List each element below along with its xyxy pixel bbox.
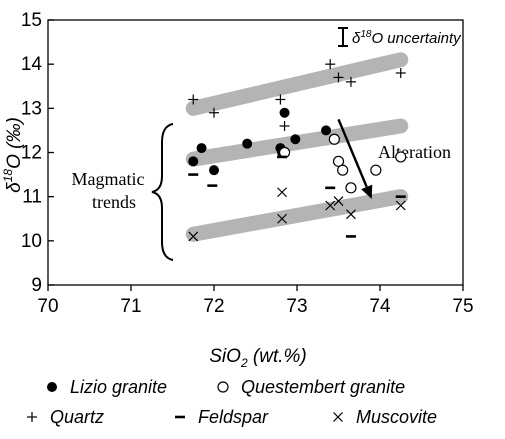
trend-band-3 [185, 189, 409, 242]
uncertainty-indicator: δ18O uncertainty [338, 27, 462, 47]
point-quartz [333, 72, 344, 83]
magmatic-brace [151, 123, 174, 261]
point-lizio-granite [209, 165, 219, 176]
legend-marker-questembert-granite [217, 381, 229, 393]
point-muscovite [395, 200, 406, 211]
y-tick-label: 12 [21, 143, 42, 164]
point-quartz [325, 59, 336, 70]
y-tick-label: 10 [21, 231, 42, 252]
x-tick-label: 75 [452, 296, 473, 317]
trend-band-1 [185, 52, 409, 116]
point-muscovite [325, 200, 336, 211]
y-tick-label: 13 [21, 98, 42, 119]
alteration-arrow [337, 118, 373, 199]
y-tick-label: 15 [21, 10, 42, 31]
point-questembert-granite [370, 164, 382, 176]
x-axis-label: SiO2 (wt.%) [209, 346, 306, 370]
point-lizio-granite [188, 156, 199, 167]
uncertainty-label: δ18O uncertainty [352, 29, 462, 47]
legend-marker-lizio-granite [47, 382, 57, 392]
alteration-arrow-shaft [337, 118, 368, 188]
y-tick-label: 9 [31, 275, 42, 296]
xlabel-tail: (wt.%) [248, 346, 307, 367]
x-tick-label: 72 [203, 296, 224, 317]
point-quartz [188, 94, 199, 105]
ylabel-tail: O (‰) [4, 117, 25, 169]
point-quartz [345, 76, 356, 87]
point-quartz [209, 107, 219, 118]
alteration-label: Alteration [378, 142, 451, 162]
legend-label-muscovite: Muscovite [356, 407, 437, 427]
x-tick-label: 74 [369, 296, 391, 317]
legend-label-lizio-granite: Lizio granite [70, 377, 167, 397]
point-lizio-granite [279, 107, 290, 118]
point-muscovite [188, 231, 199, 242]
xlabel-main: SiO [209, 346, 241, 367]
magmatic-label-line1: Magmatic [72, 169, 145, 189]
point-muscovite [277, 187, 287, 198]
legend-label-questembert-granite: Questembert granite [241, 377, 405, 397]
point-quartz [395, 68, 406, 78]
x-tick-label: 73 [286, 296, 307, 317]
xlabel-sub: 2 [240, 356, 248, 370]
y-tick-label: 11 [22, 187, 42, 208]
legend-marker-muscovite [333, 412, 343, 422]
trend-bands [185, 52, 409, 242]
ylabel-main: δ [4, 182, 25, 193]
ylabel-sup: 18 [1, 169, 15, 183]
axis-ticks: 70 71 72 73 74 75 9 10 11 12 13 14 15 [21, 10, 474, 317]
svg-text:δ18O (‰): δ18O (‰) [1, 117, 25, 193]
point-quartz [275, 94, 286, 105]
point-lizio-granite [321, 125, 332, 136]
y-tick-label: 14 [21, 54, 43, 75]
data-markers [188, 59, 407, 242]
legend-label-feldspar: Feldspar [198, 407, 269, 427]
point-questembert-granite [395, 151, 407, 163]
legend-marker-quartz [27, 412, 37, 422]
point-muscovite [277, 213, 287, 224]
point-questembert-granite [337, 164, 349, 176]
point-muscovite [333, 196, 344, 207]
y-axis-label: δ18O (‰) [1, 117, 25, 193]
x-tick-label: 71 [120, 296, 141, 317]
alteration-arrow-head [361, 184, 373, 199]
point-quartz [279, 121, 290, 131]
x-tick-label: 70 [37, 296, 58, 317]
legend: Lizio granite Questembert granite Quartz Fe… [27, 377, 437, 427]
point-questembert-granite [345, 182, 357, 194]
point-questembert-granite [332, 155, 345, 167]
point-lizio-granite [242, 138, 253, 149]
magmatic-label-line2: trends [92, 192, 136, 212]
legend-label-quartz: Quartz [50, 407, 104, 427]
point-questembert-granite [328, 133, 340, 145]
point-muscovite [346, 209, 356, 220]
point-lizio-granite [290, 134, 301, 145]
point-lizio-granite [196, 143, 207, 154]
